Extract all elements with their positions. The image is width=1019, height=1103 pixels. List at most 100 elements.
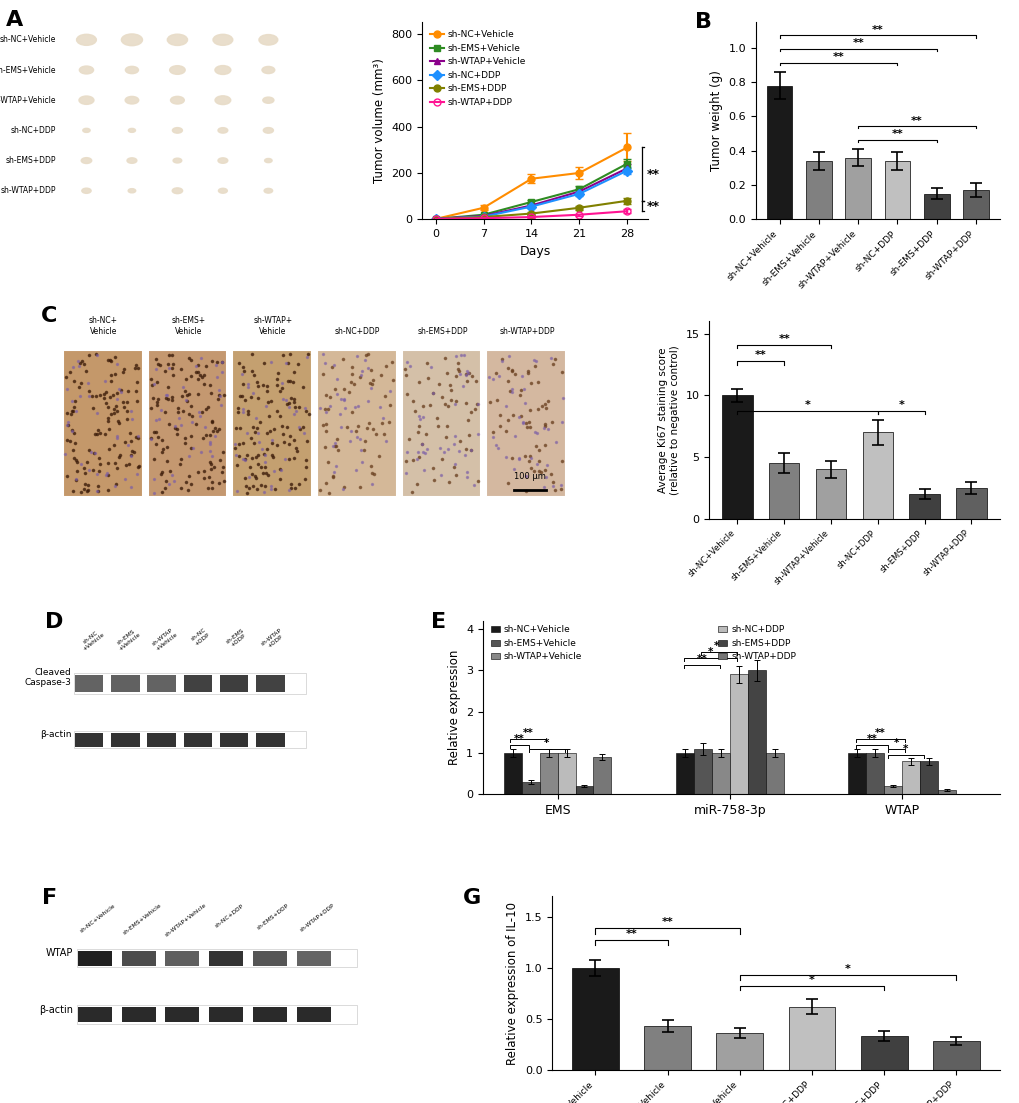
Point <box>537 398 553 416</box>
Point <box>210 420 226 438</box>
Point <box>338 418 355 436</box>
Point <box>439 364 455 382</box>
Bar <box>503 753 521 794</box>
Point <box>280 372 297 389</box>
Point <box>382 383 398 400</box>
Point <box>546 481 562 499</box>
Point <box>336 390 353 408</box>
Point <box>239 378 256 396</box>
Bar <box>256 675 284 693</box>
Point <box>83 443 99 461</box>
Point <box>284 373 301 390</box>
Point <box>177 433 194 451</box>
Bar <box>815 470 846 518</box>
Point <box>432 467 448 484</box>
Point <box>446 427 463 445</box>
Point <box>432 439 448 457</box>
Point <box>280 394 297 411</box>
Point <box>365 372 381 389</box>
Point <box>409 450 425 468</box>
Point <box>460 365 476 383</box>
Ellipse shape <box>125 66 139 74</box>
Ellipse shape <box>79 66 94 74</box>
Point <box>89 405 105 422</box>
Point <box>250 456 266 473</box>
Bar <box>256 733 284 747</box>
Ellipse shape <box>128 189 136 193</box>
Point <box>187 363 204 381</box>
Point <box>357 432 373 450</box>
Point <box>317 415 333 432</box>
Point <box>195 429 211 447</box>
Point <box>59 416 75 433</box>
Point <box>490 367 506 385</box>
Text: **: ** <box>523 728 533 738</box>
Point <box>238 484 255 502</box>
Bar <box>693 749 711 794</box>
Point <box>108 475 124 493</box>
Ellipse shape <box>170 96 184 104</box>
Point <box>202 376 218 394</box>
Point <box>146 424 162 441</box>
Bar <box>75 675 103 693</box>
Point <box>153 400 169 418</box>
Point <box>315 365 331 383</box>
Text: *: * <box>845 964 850 974</box>
Point <box>542 350 558 367</box>
Point <box>109 413 125 430</box>
Bar <box>788 1007 835 1070</box>
Point <box>157 362 173 379</box>
Bar <box>111 675 140 693</box>
Point <box>148 411 164 429</box>
Point <box>433 388 449 406</box>
Point <box>454 377 471 395</box>
Point <box>337 399 354 417</box>
Point <box>118 410 135 428</box>
Point <box>343 404 360 421</box>
Text: *: * <box>898 399 903 409</box>
Point <box>84 387 100 405</box>
Text: sh-EMS
+DDP: sh-EMS +DDP <box>225 628 249 649</box>
Point <box>528 352 544 370</box>
Point <box>328 430 344 448</box>
Point <box>281 398 298 416</box>
Text: E: E <box>431 612 446 632</box>
Point <box>244 449 260 467</box>
Point <box>499 474 516 492</box>
X-axis label: Days: Days <box>519 245 550 258</box>
Point <box>523 449 539 467</box>
Point <box>103 405 119 422</box>
Point <box>457 447 473 464</box>
Bar <box>575 786 593 794</box>
Point <box>204 413 220 430</box>
Point <box>497 422 514 440</box>
Point <box>398 353 415 371</box>
Point <box>190 463 206 481</box>
Text: sh-EMS+DDP: sh-EMS+DDP <box>256 902 290 931</box>
Point <box>426 471 442 489</box>
Text: **: ** <box>852 39 863 49</box>
Point <box>449 354 466 372</box>
Bar <box>209 951 243 966</box>
Point <box>154 440 170 458</box>
Point <box>544 473 560 491</box>
Point <box>130 459 147 476</box>
Point <box>78 453 95 471</box>
Point <box>180 447 197 464</box>
Point <box>398 385 415 403</box>
Text: β-actin: β-actin <box>40 1005 73 1015</box>
Point <box>191 403 207 420</box>
Point <box>69 462 86 480</box>
Point <box>229 457 246 474</box>
Point <box>266 462 282 480</box>
Bar <box>956 488 985 518</box>
Point <box>160 355 176 373</box>
Point <box>170 404 186 421</box>
Point <box>370 447 386 464</box>
Point <box>436 395 452 413</box>
Point <box>257 478 273 495</box>
Point <box>334 480 351 497</box>
Point <box>447 392 464 409</box>
Point <box>324 358 340 376</box>
Point <box>102 351 118 368</box>
